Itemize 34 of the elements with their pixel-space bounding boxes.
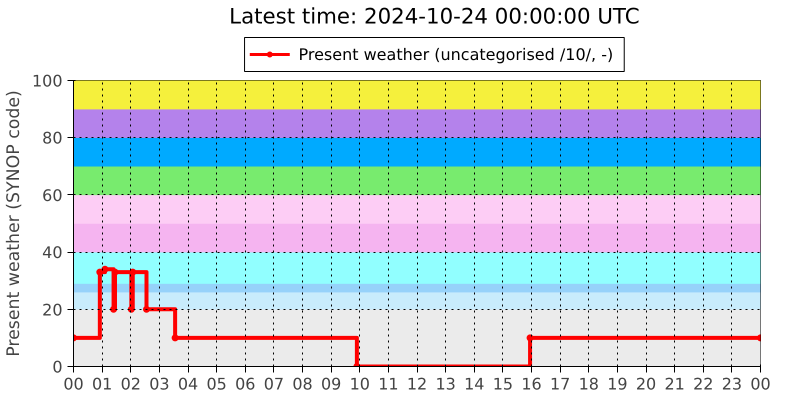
legend-label: Present weather (uncategorised /10/, -)	[298, 45, 614, 64]
x-tick-label: 00	[63, 374, 84, 394]
x-tick-label: 23	[722, 374, 742, 394]
x-tick-label: 00	[750, 374, 771, 394]
x-tick-label: 21	[664, 374, 685, 394]
x-tick-label: 03	[149, 374, 170, 394]
x-tick-label: 11	[378, 374, 399, 394]
y-tick-label: 60	[42, 186, 62, 205]
x-tick-label: 15	[492, 374, 514, 394]
x-tick-label: 01	[92, 374, 112, 394]
x-tick-label: 22	[693, 374, 714, 394]
x-tick-label: 10	[350, 374, 370, 394]
x-tick-label: 18	[578, 374, 599, 394]
x-tick-label: 14	[464, 374, 484, 394]
y-tick-label: 40	[42, 243, 62, 262]
y-axis-title: Present weather (SYNOP code)	[4, 90, 24, 357]
y-tick-label: 0	[52, 358, 63, 376]
x-tick-label: 07	[264, 374, 284, 394]
x-tick-label: 02	[120, 374, 141, 394]
x-tick-label: 17	[550, 374, 570, 394]
chart-title: Latest time: 2024-10-24 00:00:00 UTC	[229, 4, 640, 30]
x-tick-label: 12	[406, 374, 428, 394]
x-tick-label: 16	[521, 374, 542, 394]
y-tick-label: 20	[42, 300, 62, 320]
x-tick-label: 05	[206, 374, 227, 394]
x-tick-label: 13	[435, 374, 456, 394]
y-tick-label: 100	[32, 72, 63, 90]
x-tick-label: 19	[607, 374, 628, 394]
x-tick-label: 08	[292, 374, 313, 394]
x-tick-label: 06	[235, 374, 256, 394]
y-tick-label: 80	[42, 128, 62, 148]
x-tick-label: 09	[320, 374, 342, 394]
x-tick-label: 04	[178, 374, 198, 394]
x-tick-label: 20	[636, 374, 656, 394]
